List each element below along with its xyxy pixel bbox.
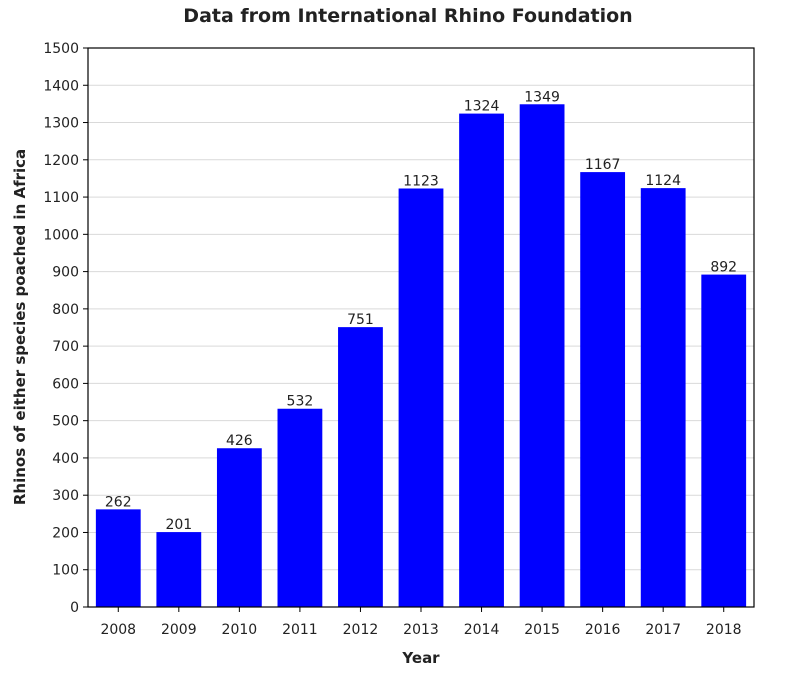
- y-axis-ticks: 0 100 200 300 400 500 600 700 800 900 1000 1100 1200…: [43, 41, 88, 616]
- x-tick-label-2009: 2009: [161, 622, 197, 638]
- plot-frame: [87, 47, 755, 608]
- y-tick-label: 0: [70, 600, 79, 616]
- bar-2012: [338, 327, 383, 607]
- y-tick-label: 500: [52, 414, 79, 430]
- bar-2018: [701, 274, 747, 607]
- data-label-2010: 426: [226, 433, 253, 449]
- data-label-2013: 1123: [403, 173, 439, 189]
- y-tick-label: 100: [52, 563, 79, 579]
- bar-2009: [156, 532, 202, 607]
- y-tick-label: 1000: [43, 227, 79, 243]
- y-tick-label: 300: [52, 488, 79, 504]
- data-label-2014: 1324: [464, 99, 500, 115]
- x-tick-label-2010: 2010: [222, 622, 258, 638]
- y-tick-label: 1100: [43, 190, 79, 206]
- chart-title: Data from International Rhino Foundation: [183, 5, 632, 27]
- bar-2014: [459, 113, 504, 608]
- y-tick-label: 1200: [43, 153, 79, 169]
- data-label-2009: 201: [165, 517, 192, 533]
- x-tick-label-2012: 2012: [343, 622, 379, 638]
- x-axis-title: Year: [401, 649, 440, 667]
- data-label-2018: 892: [710, 260, 737, 276]
- y-axis-title: Rhinos of either species poached in Afri…: [11, 149, 29, 505]
- y-tick-label: 700: [52, 339, 79, 355]
- data-labels: 262 201 426 532 751 1123 1324 1349 1167 1124 892: [105, 89, 737, 533]
- data-label-2012: 751: [347, 312, 374, 328]
- bar-2010: [216, 448, 262, 607]
- x-tick-label-2018: 2018: [706, 622, 742, 638]
- x-tick-label-2014: 2014: [464, 622, 500, 638]
- x-tick-label-2008: 2008: [100, 622, 136, 638]
- y-tick-label: 400: [52, 451, 79, 467]
- x-tick-label-2015: 2015: [524, 622, 560, 638]
- data-label-2017: 1124: [645, 173, 681, 189]
- data-label-2015: 1349: [524, 89, 560, 105]
- data-label-2011: 532: [287, 394, 314, 410]
- bar-2011: [277, 408, 323, 607]
- y-tick-label: 1500: [43, 41, 79, 57]
- bar-2013: [398, 188, 444, 607]
- bar-2017: [640, 188, 686, 607]
- y-tick-label: 200: [52, 525, 79, 541]
- bars: [95, 104, 747, 608]
- bar-2015: [519, 104, 565, 607]
- x-axis-ticks: 2008 2009 2010 2011 2012 2013 2014 2015 2016 2017…: [100, 607, 742, 638]
- x-tick-label-2016: 2016: [585, 622, 621, 638]
- y-tick-label: 1400: [43, 78, 79, 94]
- y-tick-label: 900: [52, 265, 79, 281]
- x-tick-label-2011: 2011: [282, 622, 318, 638]
- data-label-2016: 1167: [585, 157, 621, 173]
- x-tick-label-2013: 2013: [403, 622, 439, 638]
- y-tick-label: 800: [52, 302, 79, 318]
- data-label-2008: 262: [105, 494, 132, 510]
- bar-2008: [95, 509, 141, 607]
- y-tick-label: 600: [52, 376, 79, 392]
- y-tick-label: 1300: [43, 116, 79, 132]
- x-tick-label-2017: 2017: [645, 622, 681, 638]
- bar-2016: [580, 172, 626, 607]
